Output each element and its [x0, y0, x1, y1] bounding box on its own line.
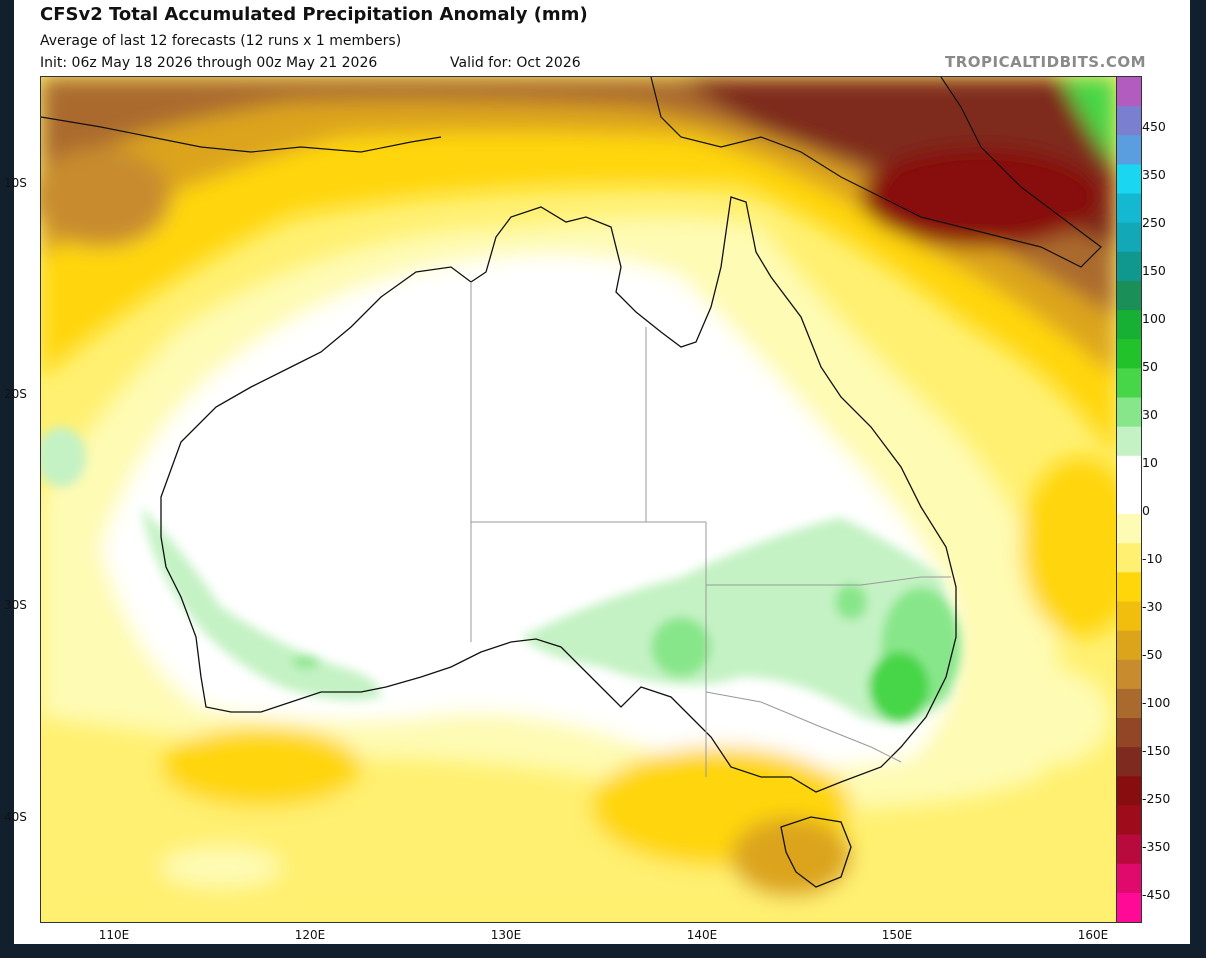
colorbar-label: -250	[1142, 790, 1171, 806]
precip-anomaly-map	[40, 76, 1117, 923]
wa-green-band	[141, 507, 381, 701]
valid-time: Valid for: Oct 2026	[450, 55, 581, 71]
australia-coastline	[160, 196, 957, 793]
lon-label-140e: 140E	[686, 928, 718, 942]
colorbar-label: -150	[1142, 742, 1171, 758]
colorbar	[1116, 76, 1142, 923]
colorbar-label: 0	[1142, 502, 1150, 518]
colorbar-swatch	[1117, 484, 1141, 515]
inland-green-band	[521, 517, 955, 724]
colorbar-swatch	[1117, 892, 1141, 922]
inland-green-spot	[835, 584, 867, 620]
west-edge-green	[41, 427, 86, 487]
east-ocean-gold	[1021, 457, 1116, 637]
colorbar-swatch	[1117, 805, 1141, 836]
colorbar-label: -450	[1142, 886, 1171, 902]
map-title: CFSv2 Total Accumulated Precipitation An…	[40, 4, 588, 25]
colorbar-label: 100	[1142, 310, 1166, 326]
colorbar-swatch	[1117, 222, 1141, 253]
colorbar-label: -50	[1142, 646, 1163, 662]
wa-green-spot	[292, 656, 320, 668]
colorbar-swatch	[1117, 863, 1141, 894]
colorbar-swatch	[1117, 426, 1141, 457]
map-subtitle: Average of last 12 forecasts (12 runs x …	[40, 33, 402, 49]
colorbar-label: -10	[1142, 550, 1163, 566]
lat-label-40s: 40S	[4, 810, 27, 824]
colorbar-label: 150	[1142, 262, 1166, 278]
bight-gold	[161, 727, 361, 807]
colorbar-label: 450	[1142, 118, 1166, 134]
colorbar-swatch	[1117, 659, 1141, 690]
colorbar-swatch	[1117, 747, 1141, 777]
colorbar-swatch	[1117, 339, 1141, 369]
nsw-bright-green	[869, 652, 929, 722]
colorbar-swatch	[1117, 601, 1141, 632]
lat-label-10s: 10S	[4, 176, 27, 190]
colorbar-label: -30	[1142, 598, 1163, 614]
indonesia-coastline	[41, 116, 442, 153]
colorbar-label: 250	[1142, 214, 1166, 230]
colorbar-label: 350	[1142, 166, 1166, 182]
nw-brown-spot	[41, 147, 171, 247]
colorbar-label: 10	[1142, 454, 1158, 470]
colorbar-swatch	[1117, 776, 1141, 806]
colorbar-swatch	[1117, 572, 1141, 602]
colorbar-label: -350	[1142, 838, 1171, 854]
state-border-qld-nsw	[706, 576, 951, 586]
lat-label-20s: 20S	[4, 387, 27, 401]
colorbar-swatch	[1117, 135, 1141, 165]
tasmania-coastline	[780, 816, 852, 888]
lat-label-30s: 30S	[4, 598, 27, 612]
sw-light-patch	[161, 847, 281, 887]
lon-label-160e: 160E	[1077, 928, 1109, 942]
tasmania-dark-gold	[731, 817, 851, 897]
colorbar-swatch	[1117, 514, 1141, 544]
png-deep-red-core	[861, 147, 1101, 247]
colorbar-swatch	[1117, 106, 1141, 136]
lon-label-110e: 110E	[98, 928, 130, 942]
lon-label-130e: 130E	[490, 928, 522, 942]
lon-label-120e: 120E	[294, 928, 326, 942]
sa-green	[651, 617, 711, 677]
tasman-light	[971, 667, 1111, 767]
new-guinea-coastline	[650, 77, 1102, 268]
state-border-nsw-vic	[705, 691, 902, 763]
colorbar-swatch	[1117, 397, 1141, 428]
colorbar-label: 50	[1142, 358, 1158, 374]
colorbar-swatch	[1117, 718, 1141, 748]
colorbar-swatch	[1117, 164, 1141, 195]
colorbar-label: -100	[1142, 694, 1171, 710]
colorbar-swatch	[1117, 543, 1141, 573]
colorbar-swatch	[1117, 630, 1141, 661]
colorbar-swatch	[1117, 834, 1141, 865]
colorbar-swatch	[1117, 310, 1141, 340]
colorbar-swatch	[1117, 251, 1141, 282]
colorbar-label: 30	[1142, 406, 1158, 422]
colorbar-swatch	[1117, 280, 1141, 311]
colorbar-swatch	[1117, 688, 1141, 719]
colorbar-swatch	[1117, 455, 1141, 486]
colorbar-swatch	[1117, 193, 1141, 224]
colorbar-swatch	[1117, 77, 1141, 107]
watermark: TROPICALTIDBITS.COM	[945, 53, 1146, 71]
lon-label-150e: 150E	[881, 928, 913, 942]
init-time: Init: 06z May 18 2026 through 00z May 21…	[40, 55, 378, 71]
colorbar-swatch	[1117, 368, 1141, 399]
ne-green-corner	[1061, 77, 1116, 167]
